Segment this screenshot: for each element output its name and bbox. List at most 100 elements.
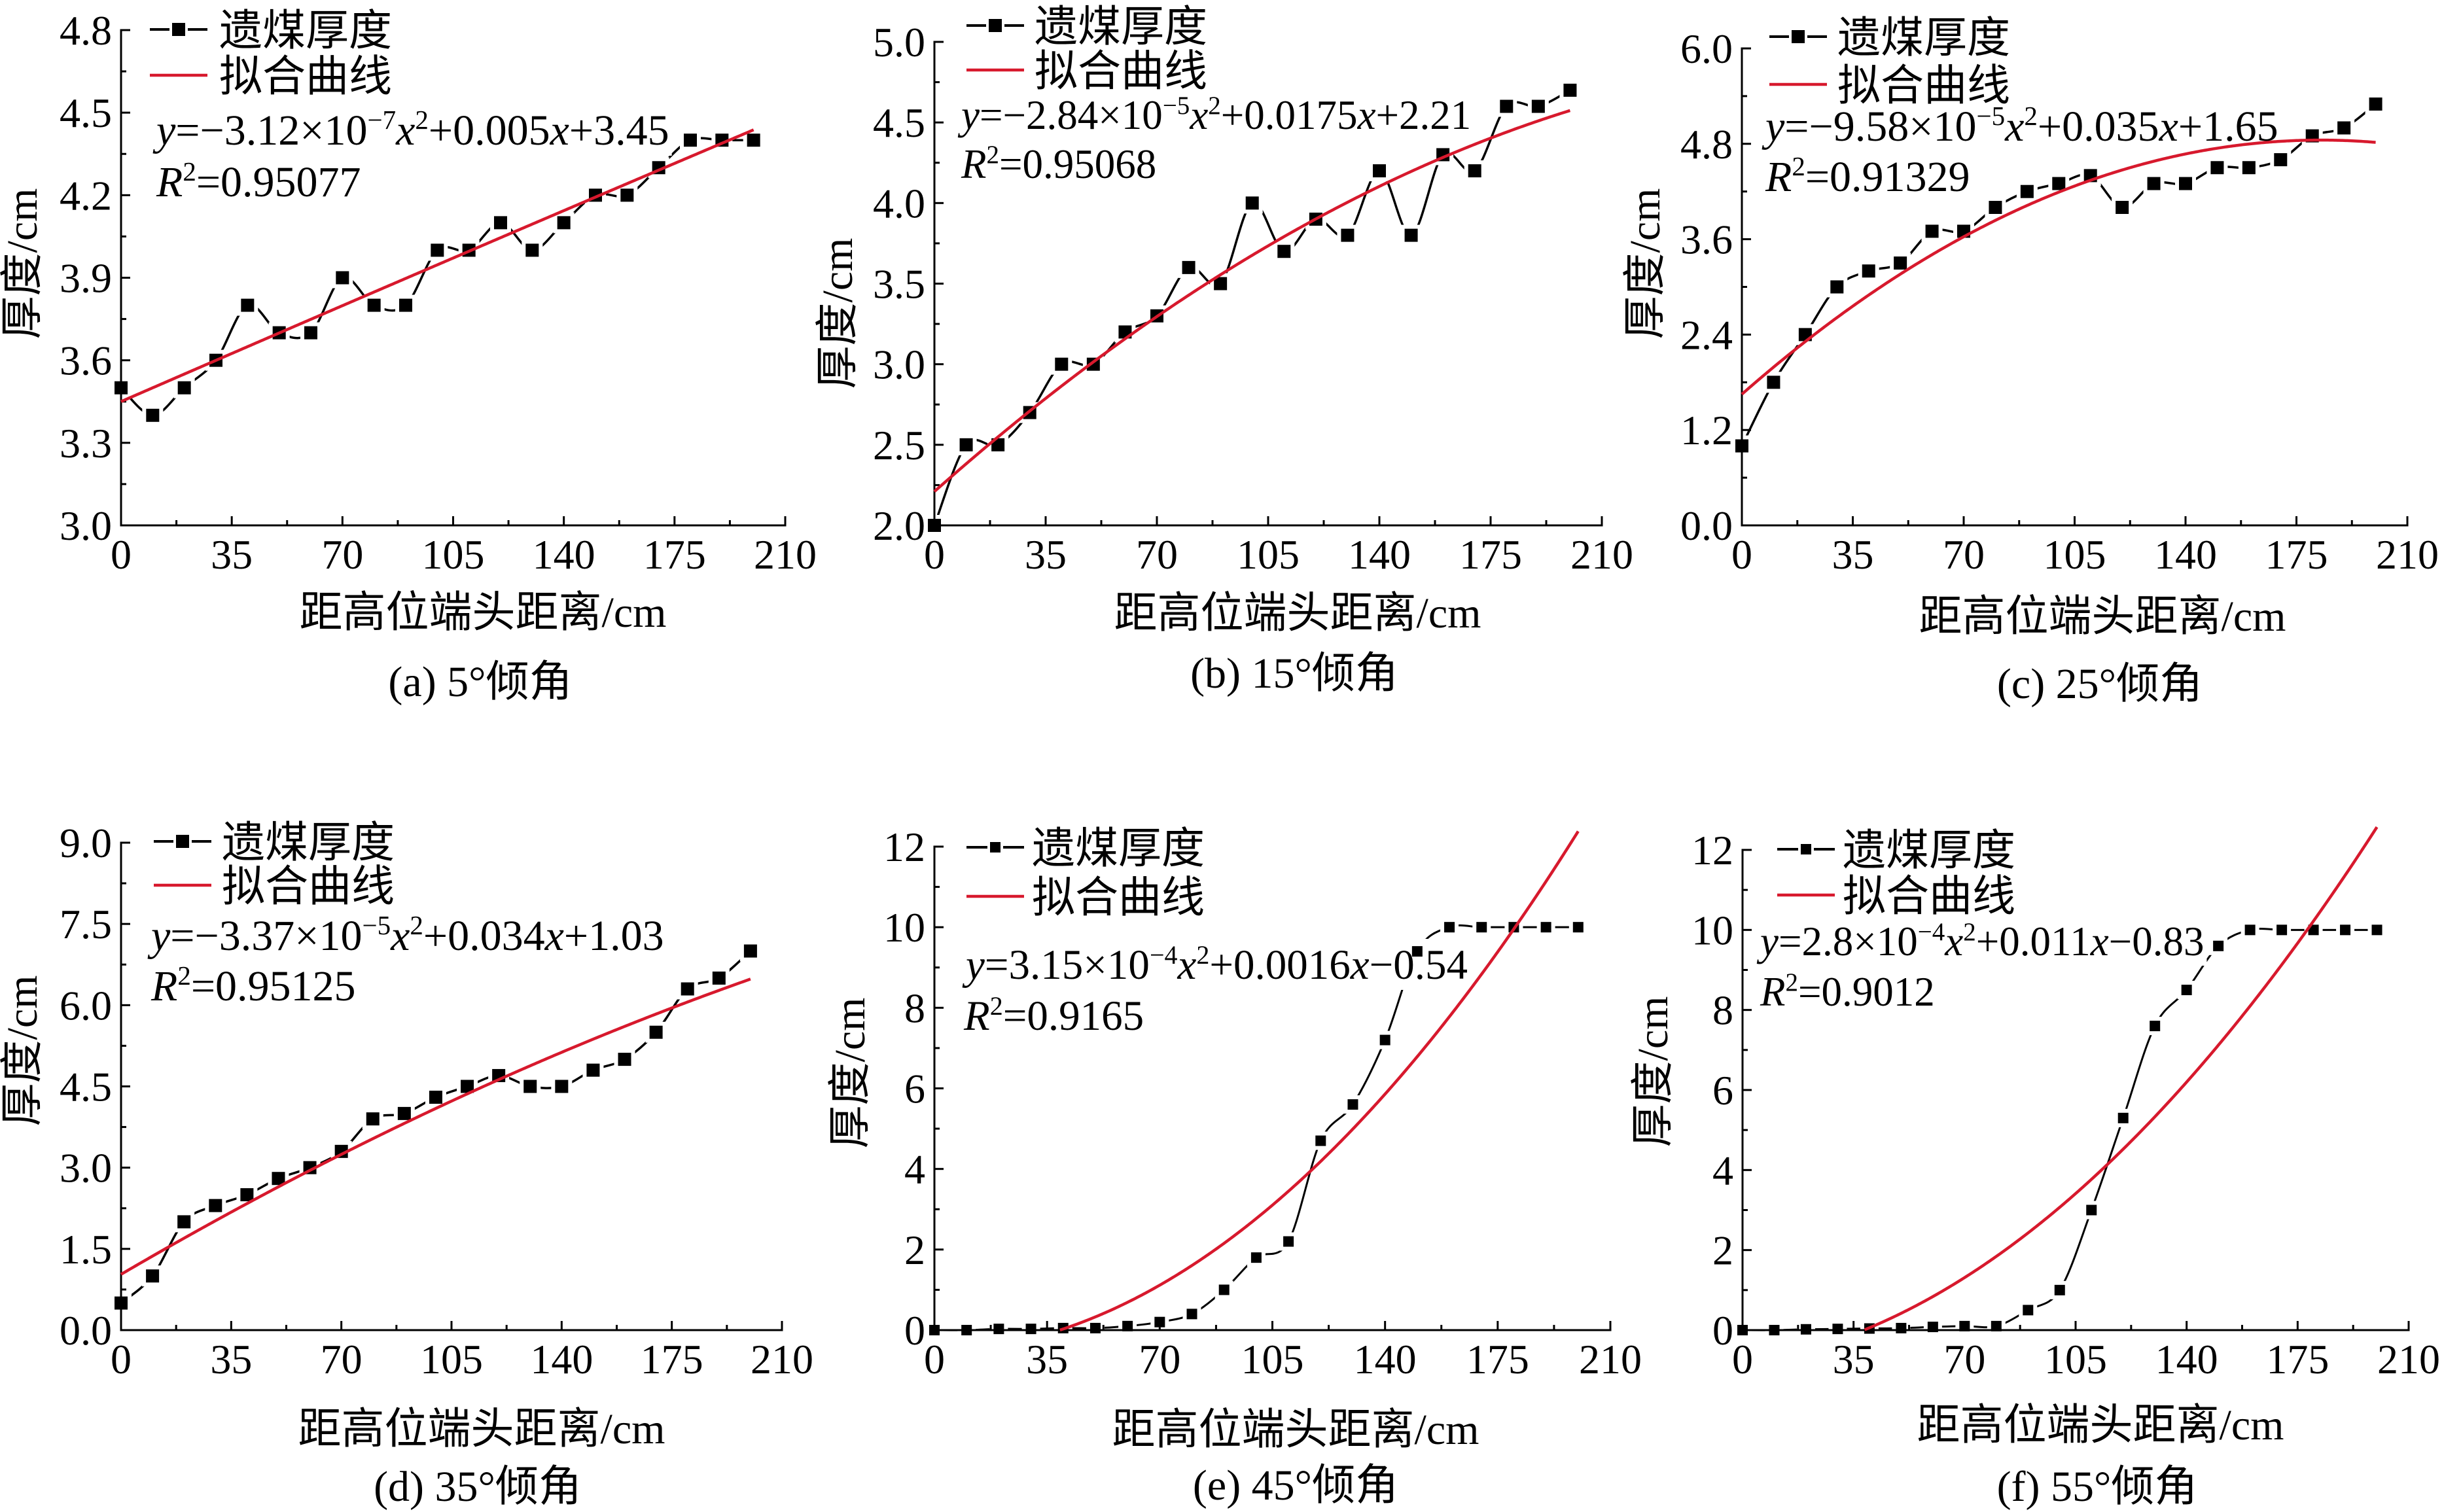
math-segment: 2 <box>1792 151 1805 181</box>
data-point-marker <box>1283 1236 1294 1247</box>
data-point-marker <box>2020 185 2034 198</box>
data-point-marker <box>1531 99 1545 113</box>
panel-caption: (d) 35°倾角 <box>374 1463 582 1511</box>
math-segment: x <box>1944 919 1963 964</box>
data-point-marker <box>1540 922 1551 933</box>
y-axis-title: 厚度/cm <box>814 238 862 389</box>
x-tick-label: 70 <box>1943 1336 1985 1382</box>
x-tick-label: 140 <box>2154 531 2217 578</box>
x-axis-title: 距高位端头距离/cm <box>1917 1401 2284 1449</box>
data-point-marker <box>1959 1320 1970 1331</box>
fit-line-layer <box>120 977 751 1276</box>
y-tick-label: 0.0 <box>60 1307 112 1354</box>
math-segment: R <box>156 158 183 206</box>
x-tick-label: 210 <box>2377 1336 2440 1382</box>
math-segment: x <box>544 912 564 960</box>
data-point-marker <box>1089 1322 1101 1333</box>
data-point-marker <box>1927 1322 1938 1333</box>
data-point-marker <box>586 1063 600 1077</box>
data-point-marker <box>366 1112 380 1126</box>
legend-label-fit: 拟合曲线 <box>219 53 392 101</box>
y-tick-label: 0 <box>1712 1307 1733 1354</box>
x-tick-label: 140 <box>2155 1336 2218 1382</box>
math-segment: 2 <box>986 141 999 169</box>
math-segment: 2 <box>990 991 1003 1021</box>
y-tick-label: 12 <box>883 824 925 870</box>
data-point-marker <box>557 216 571 230</box>
data-point-marker <box>618 1053 631 1066</box>
math-segment: R <box>961 141 986 187</box>
math-segment: =3.15×10 <box>985 941 1150 989</box>
data-point-marker <box>993 1324 1004 1335</box>
math-segment: +0.035 <box>2038 103 2159 150</box>
x-axis-title: 距高位端头距离/cm <box>298 1405 665 1453</box>
r-squared-label: R2=0.95068 <box>961 141 1156 187</box>
data-point-marker <box>2308 924 2319 936</box>
data-point-marker <box>1767 376 1780 389</box>
fit-curve <box>1059 830 1580 1332</box>
x-tick-label: 0 <box>111 1336 132 1382</box>
y-tick-label: 3.6 <box>60 338 112 384</box>
data-point-marker <box>2086 1204 2097 1216</box>
x-tick-label: 35 <box>210 1336 252 1382</box>
marker-layer <box>929 922 1584 1335</box>
fit-equation: y=−9.58×10−5x2+0.035x+1.65 <box>1762 101 2278 150</box>
data-point-marker <box>620 188 634 202</box>
text-layer: 0 35 70 105 140 175 210 0.0 1.2 2.4 3.6 4.8 6.0 遗煤厚度拟… <box>1621 14 2439 708</box>
data-point-marker <box>1563 83 1577 97</box>
y-tick-label: 4.0 <box>873 180 925 226</box>
data-point-marker <box>1862 264 1875 278</box>
math-segment: =−9.58×10 <box>1784 103 1976 150</box>
y-tick-label: 6.0 <box>1680 26 1733 72</box>
data-point-marker <box>1122 1320 1133 1331</box>
data-point-marker <box>1277 245 1291 258</box>
x-tick-label: 140 <box>533 531 595 578</box>
x-tick-label: 105 <box>1241 1336 1304 1382</box>
y-tick-label: 10 <box>1691 907 1733 953</box>
data-point-marker <box>961 1325 972 1335</box>
data-point-marker <box>177 381 191 395</box>
math-segment: +0.011 <box>1976 919 2091 964</box>
x-tick-label: 175 <box>2265 531 2328 578</box>
legend-label-data: 遗煤厚度 <box>219 7 392 55</box>
y-tick-label: 4.8 <box>1680 121 1733 167</box>
equation-backdrop <box>955 90 1474 139</box>
data-point-marker <box>1315 1135 1326 1146</box>
x-tick-label: 175 <box>1459 531 1522 578</box>
y-tick-label: 0 <box>904 1307 925 1354</box>
data-point-marker <box>2371 924 2382 936</box>
y-tick-label: 5.0 <box>873 19 925 65</box>
data-point-marker <box>2337 121 2351 135</box>
data-point-marker <box>1476 922 1487 933</box>
x-tick-label: 0 <box>1732 1336 1753 1382</box>
math-segment: x <box>550 107 569 154</box>
axes-layer <box>120 841 783 1331</box>
data-point-marker <box>523 1080 537 1093</box>
x-tick-label: 35 <box>1832 531 1874 578</box>
data-point-marker <box>1373 164 1386 178</box>
data-point-marker <box>1830 280 1844 294</box>
data-point-marker <box>2117 1112 2129 1123</box>
data-point-marker <box>2116 201 2129 214</box>
legend-label-fit: 拟合曲线 <box>1032 874 1205 922</box>
fit-equation: y=3.15×10−4x2+0.0016x−0.54 <box>962 940 1468 989</box>
fit-line-layer <box>120 128 754 403</box>
equation-backdrop <box>959 939 1471 990</box>
x-tick-label: 210 <box>1570 531 1633 578</box>
data-point-marker <box>2274 153 2288 167</box>
data-point-marker <box>555 1080 569 1093</box>
fit-equation: y=−3.37×10−5x2+0.034x+1.03 <box>147 910 664 960</box>
x-tick-label: 35 <box>211 531 253 578</box>
x-tick-label: 35 <box>1833 1336 1875 1382</box>
math-segment: y <box>957 92 980 138</box>
fit-equation: y=−3.12×10−7x2+0.005x+3.45 <box>152 105 669 154</box>
math-segment: =0.9165 <box>1003 993 1144 1040</box>
data-point-marker <box>1737 1325 1748 1335</box>
y-tick-label: 8 <box>1712 987 1733 1034</box>
